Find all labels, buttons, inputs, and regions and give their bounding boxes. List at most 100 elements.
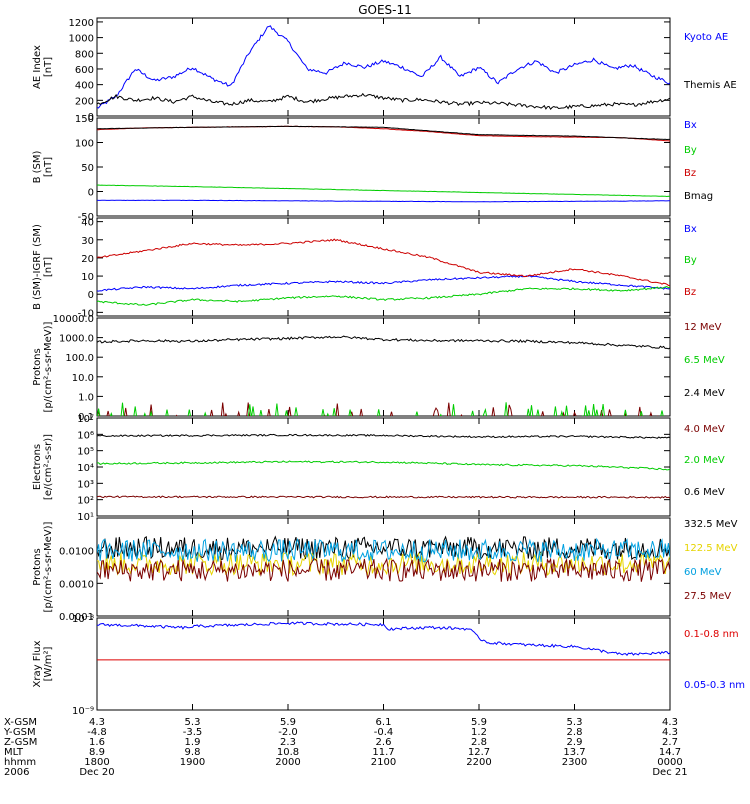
series-group (97, 434, 670, 498)
axis-cell: 1900 (180, 757, 205, 768)
series-group (97, 126, 670, 202)
legend-label: 0.05-0.3 nm (684, 680, 745, 691)
y-axis-label-line: [nT] (43, 257, 54, 277)
y-tick-label: 10³ (77, 479, 94, 490)
legend-label: 27.5 MeV (684, 591, 731, 602)
series-group (97, 336, 670, 418)
axis-cell: 2000 (275, 757, 300, 768)
y-tick-label: 100 (75, 139, 94, 150)
series-line-2-4-mev (97, 336, 670, 349)
y-tick-label: 30 (81, 236, 94, 247)
legend-label: 2.0 MeV (684, 455, 725, 466)
chart-title: GOES-11 (358, 3, 412, 17)
panel-frame (97, 318, 670, 416)
y-tick-label: 10⁶ (77, 430, 94, 441)
y-axis-label: B (SM)[nT] (32, 150, 54, 183)
legend-label: Themis AE (683, 80, 737, 91)
axis-cell: Dec 20 (79, 767, 114, 778)
y-tick-label: 0.0100 (59, 547, 94, 558)
y-axis-label-line: B (SM)-IGRF (SM) (32, 224, 43, 310)
legend-label: 12 MeV (684, 322, 722, 333)
legend-label: Bz (684, 287, 696, 298)
panel-frame (97, 418, 670, 516)
series-line-0-05-0-3-nm (97, 622, 670, 655)
y-tick-label: 0.0010 (59, 579, 94, 590)
panels-group: 020040060080010001200AE Index[nT]Kyoto A… (32, 18, 745, 717)
y-axis-label-line: [W/m²] (43, 646, 54, 681)
y-tick-label: 1000 (69, 34, 94, 45)
y-tick-label: 1.0 (78, 392, 94, 403)
y-axis-label: B (SM)-IGRF (SM)[nT] (32, 224, 54, 310)
axis-table: X-GSMY-GSMZ-GSMMLThhmm20064.3-4.81.68.91… (3, 717, 688, 778)
axis-row-label: 2006 (4, 767, 29, 778)
series-line-2-0-mev (97, 461, 670, 470)
series-line-bz (97, 126, 670, 141)
y-tick-label: 10⁻⁹ (72, 706, 94, 717)
panel-protonsLo: 0.11.010.0100.01000.010000.0Protons[p/(c… (32, 314, 725, 423)
legend-label: 0.6 MeV (684, 487, 725, 498)
y-tick-label: 10000.0 (53, 314, 94, 325)
panel-electrons: 10¹ 10² 10³ 10⁴ 10⁵ 10⁶ 10⁷ Electrons[e/(cm²-s-… (32, 414, 725, 523)
y-tick-label: 50 (81, 163, 94, 174)
series-line-0-6-mev (97, 434, 670, 438)
y-tick-label: 10² (77, 496, 94, 507)
legend-label: 122.5 MeV (684, 543, 738, 554)
y-tick-label: 10⁻⁸ (72, 614, 94, 625)
y-tick-label: 20 (81, 254, 94, 265)
y-tick-label: 10⁷ (77, 414, 94, 425)
legend-label: Kyoto AE (684, 32, 728, 43)
y-axis-label: AE Index[nT] (32, 45, 54, 89)
panel-protonsHi: 0.0001 0.0010 0.0100 Protons[p/(cm²-s-sr-Me… (32, 518, 738, 623)
legend-label: Bx (684, 224, 697, 235)
series-line-bz (97, 239, 670, 286)
y-tick-label: 10⁵ (77, 447, 94, 458)
panel-ae: 020040060080010001200AE Index[nT]Kyoto A… (32, 18, 737, 123)
series-line-by (97, 185, 670, 197)
y-axis-label-line: [nT] (43, 157, 54, 177)
y-axis-label: Protons[p/(cm²-s-sr-MeV)] (32, 521, 54, 612)
panel-xray: 10⁻⁹ 10⁻⁸ Xray Flux[W/m²] 0.1-0.8 nm 0.05-0.… (32, 614, 745, 717)
legend-label: By (684, 255, 697, 266)
axis-cell: 2300 (562, 757, 587, 768)
series-line-bx (97, 200, 670, 202)
y-axis-label-line: [nT] (43, 57, 54, 77)
series-group (97, 26, 670, 109)
legend-label: 332.5 MeV (684, 519, 738, 530)
y-axis-label-line: Protons (32, 348, 43, 385)
series-group (97, 622, 670, 660)
legend-label: 0.1-0.8 nm (684, 629, 739, 640)
y-axis-label-line: Xray Flux (32, 640, 43, 687)
y-tick-label: 10⁴ (77, 463, 94, 474)
y-axis-label-line: Electrons (32, 444, 43, 490)
axis-cell: 2200 (466, 757, 491, 768)
y-tick-label: 100.0 (65, 353, 94, 364)
series-line-bx (97, 276, 670, 292)
y-tick-label: 1000.0 (59, 334, 94, 345)
axis-cell: 2100 (371, 757, 396, 768)
y-tick-label: 200 (75, 96, 94, 107)
series-line-kyoto-ae (97, 26, 670, 108)
legend-label: 4.0 MeV (684, 424, 725, 435)
series-line-themis-ae (97, 94, 670, 110)
series-group (97, 239, 670, 305)
panel-frame (97, 18, 670, 116)
y-axis-label: Protons[p/(cm²-s-sr-MeV)] (32, 321, 54, 412)
y-tick-label: 800 (75, 49, 94, 60)
y-tick-label: 10.0 (72, 373, 94, 384)
legend-label: Bmag (684, 191, 713, 202)
y-tick-label: 400 (75, 81, 94, 92)
legend-label: 60 MeV (684, 567, 722, 578)
y-tick-label: 0 (88, 188, 94, 199)
y-axis-label: Electrons[e/(cm²-s-sr)] (32, 434, 54, 500)
panel-bsm: -50 0 50 100 150 B (SM)[nT] Bx By Bz Bmag (32, 114, 713, 223)
y-tick-label: 150 (75, 114, 94, 125)
panel-btsm: -10 0 10 20 30 40 B (SM)-IGRF (SM)[nT] Bx By Bz (32, 218, 697, 320)
y-tick-label: 1200 (69, 18, 94, 29)
series-group (97, 537, 670, 582)
legend-label: 2.4 MeV (684, 388, 725, 399)
legend-label: Bz (684, 168, 696, 179)
series-line-4-0-mev (97, 496, 670, 498)
y-axis-label-line: [p/(cm²-s-sr-MeV)] (43, 521, 54, 612)
